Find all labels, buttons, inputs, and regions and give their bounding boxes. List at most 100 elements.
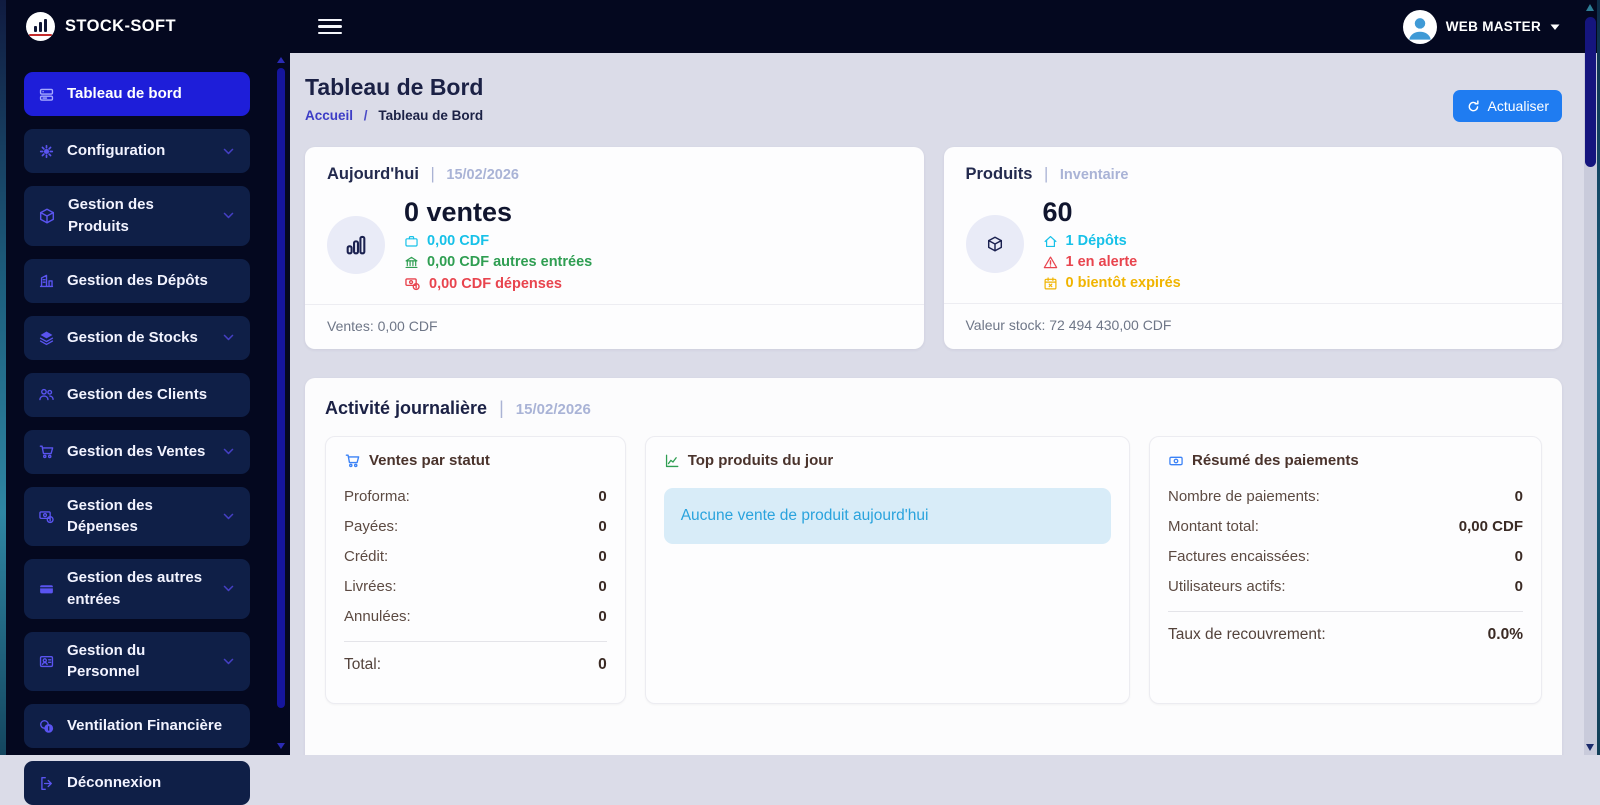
- sidebar-item-label: Gestion des Dépenses: [67, 496, 153, 536]
- kv-row: Livrées: 0: [344, 578, 607, 595]
- topbar: STOCK-SOFT WEB MASTER: [0, 0, 1600, 53]
- kv-row: Utilisateurs actifs: 0: [1168, 578, 1523, 595]
- refresh-icon: [1466, 99, 1481, 114]
- kv-value: 0: [598, 488, 607, 505]
- sidebar-scroll-down-icon[interactable]: [277, 743, 285, 749]
- sales-total-row: Total: 0: [344, 656, 607, 674]
- chart-line-icon: [664, 453, 680, 469]
- brand-name: STOCK-SOFT: [65, 17, 176, 35]
- title-separator: |: [499, 398, 504, 418]
- kv-value: 0: [598, 518, 607, 535]
- page-scroll-up-icon[interactable]: [1586, 4, 1594, 11]
- products-card-avatar: [965, 215, 1024, 273]
- page-head: Tableau de Bord Accueil / Tableau de Bor…: [305, 74, 1562, 123]
- sidebar-item-gestion-des-depenses[interactable]: Gestion des Dépenses: [24, 486, 250, 546]
- user-menu[interactable]: WEB MASTER: [1402, 9, 1560, 44]
- sidebar-item-label: Gestion des autres entrées: [67, 569, 203, 608]
- sales-total-value: 0: [598, 656, 607, 673]
- calendar-x-icon: [1043, 276, 1058, 291]
- breadcrumb-separator: /: [363, 108, 368, 123]
- kv-value: 0: [598, 548, 607, 565]
- daily-activity-card: Activité journalière | 15/02/2026 Ventes…: [305, 378, 1562, 755]
- sidebar-item-gestion-des-produits[interactable]: Gestion des Produits: [24, 186, 250, 246]
- bar-chart-icon: [343, 232, 369, 258]
- sidebar-item-gestion-des-ventes[interactable]: Gestion des Ventes: [24, 429, 250, 474]
- sidebar-item-configuration[interactable]: Configuration: [24, 129, 250, 173]
- caret-down-icon: [1550, 23, 1560, 31]
- kv-row: Nombre de paiements: 0: [1168, 488, 1523, 505]
- breadcrumb-home-link[interactable]: Accueil: [305, 108, 354, 123]
- top-products-header: Top produits du jour: [687, 452, 834, 469]
- banknote-icon: [1168, 453, 1184, 469]
- title-separator: |: [1044, 165, 1049, 183]
- chevron-down-icon: [221, 509, 236, 524]
- sidebar-item-label: Gestion des Dépôts: [67, 271, 208, 289]
- kv-row: Factures encaissées: 0: [1168, 548, 1523, 565]
- breadcrumb-current: Tableau de Bord: [378, 108, 484, 123]
- sales-by-status-panel: Ventes par statut Proforma: 0 Payées: 0 Créd…: [325, 436, 626, 704]
- today-card-avatar: [327, 215, 385, 274]
- home-icon: [1043, 234, 1058, 249]
- products-card-title: Produits: [965, 165, 1033, 183]
- person-icon: [1405, 12, 1435, 42]
- sidebar-scrollbar-thumb[interactable]: [277, 68, 285, 708]
- users-icon: [38, 386, 55, 403]
- today-card-title-line: Aujourd'hui | 15/02/2026: [327, 165, 902, 184]
- gear-icon: [38, 143, 55, 160]
- page-scrollbar: [1584, 0, 1597, 755]
- refresh-button[interactable]: Actualiser: [1452, 90, 1562, 122]
- activity-title: Activité journalière: [325, 398, 488, 418]
- chevron-down-icon: [221, 330, 236, 345]
- sidebar-item-ventilation-financiere[interactable]: Ventilation Financière: [24, 704, 250, 748]
- sidebar-item-gestion-des-autres-entrees[interactable]: Gestion des autres entrées: [24, 559, 250, 619]
- recovery-rate-label: Taux de recouvrement:: [1168, 626, 1326, 643]
- kv-row: Payées: 0: [344, 518, 607, 535]
- sidebar-item-gestion-des-depots[interactable]: Gestion des Dépôts: [24, 258, 250, 303]
- kv-value: 0,00 CDF: [1458, 518, 1523, 535]
- kv-label: Proforma:: [344, 488, 410, 505]
- menu-toggle-icon[interactable]: [318, 15, 342, 39]
- kv-label: Payées:: [344, 518, 399, 535]
- sidebar-item-gestion-du-personnel[interactable]: Gestion du Personnel: [24, 631, 250, 691]
- page-title: Tableau de Bord: [305, 74, 484, 100]
- brand: STOCK-SOFT: [0, 12, 290, 41]
- app-logo-icon: [26, 12, 55, 41]
- page-scroll-down-icon[interactable]: [1586, 744, 1594, 751]
- logout-icon: [38, 775, 55, 792]
- stat-text: 1 Dépôts: [1065, 233, 1127, 249]
- kv-value: 0: [598, 578, 607, 595]
- sidebar-scroll-up-icon[interactable]: [277, 57, 285, 63]
- kv-row: Montant total: 0,00 CDF: [1168, 518, 1523, 535]
- kv-row: Proforma: 0: [344, 488, 607, 505]
- page-frame-right: [1597, 0, 1600, 755]
- sales-by-status-header: Ventes par statut: [369, 452, 490, 469]
- stat-line: 0 bientôt expirés: [1043, 275, 1181, 291]
- sidebar-item-deconnexion[interactable]: Déconnexion: [24, 761, 250, 805]
- activity-title-line: Activité journalière | 15/02/2026: [325, 398, 1542, 419]
- sidebar-item-gestion-des-clients[interactable]: Gestion des Clients: [24, 372, 250, 417]
- sidebar-item-gestion-de-stocks[interactable]: Gestion de Stocks: [24, 315, 250, 360]
- coins-icon: [38, 718, 55, 735]
- recovery-rate-value: 0.0%: [1487, 626, 1523, 643]
- kv-value: 0: [1514, 488, 1523, 505]
- stat-text: 0,00 CDF autres entrées: [427, 254, 593, 270]
- kv-value: 0: [1514, 548, 1523, 565]
- briefcase-icon: [404, 234, 419, 249]
- activity-date: 15/02/2026: [515, 401, 591, 418]
- user-name: WEB MASTER: [1445, 19, 1541, 34]
- today-card-title: Aujourd'hui: [327, 165, 419, 183]
- sidebar-item-tableau-de-bord[interactable]: Tableau de bord: [24, 72, 250, 116]
- page-scrollbar-thumb[interactable]: [1585, 17, 1596, 167]
- kv-label: Montant total:: [1168, 518, 1259, 535]
- stat-text: 1 en alerte: [1065, 254, 1138, 270]
- chevron-down-icon: [221, 144, 236, 159]
- sidebar-item-label: Gestion des Clients: [67, 385, 208, 403]
- bank-icon: [404, 255, 419, 270]
- sidebar-item-label: Configuration: [67, 142, 166, 160]
- today-card: Aujourd'hui | 15/02/2026 0 ventes 0,00 C…: [305, 147, 924, 349]
- stat-text: 0,00 CDF dépenses: [429, 275, 562, 292]
- sidebar: Tableau de bord Configuration Gestion des …: [0, 53, 290, 805]
- recovery-rate-row: Taux de recouvrement: 0.0%: [1168, 626, 1523, 644]
- sales-total-label: Total:: [344, 656, 382, 673]
- kv-row: Crédit: 0: [344, 548, 607, 565]
